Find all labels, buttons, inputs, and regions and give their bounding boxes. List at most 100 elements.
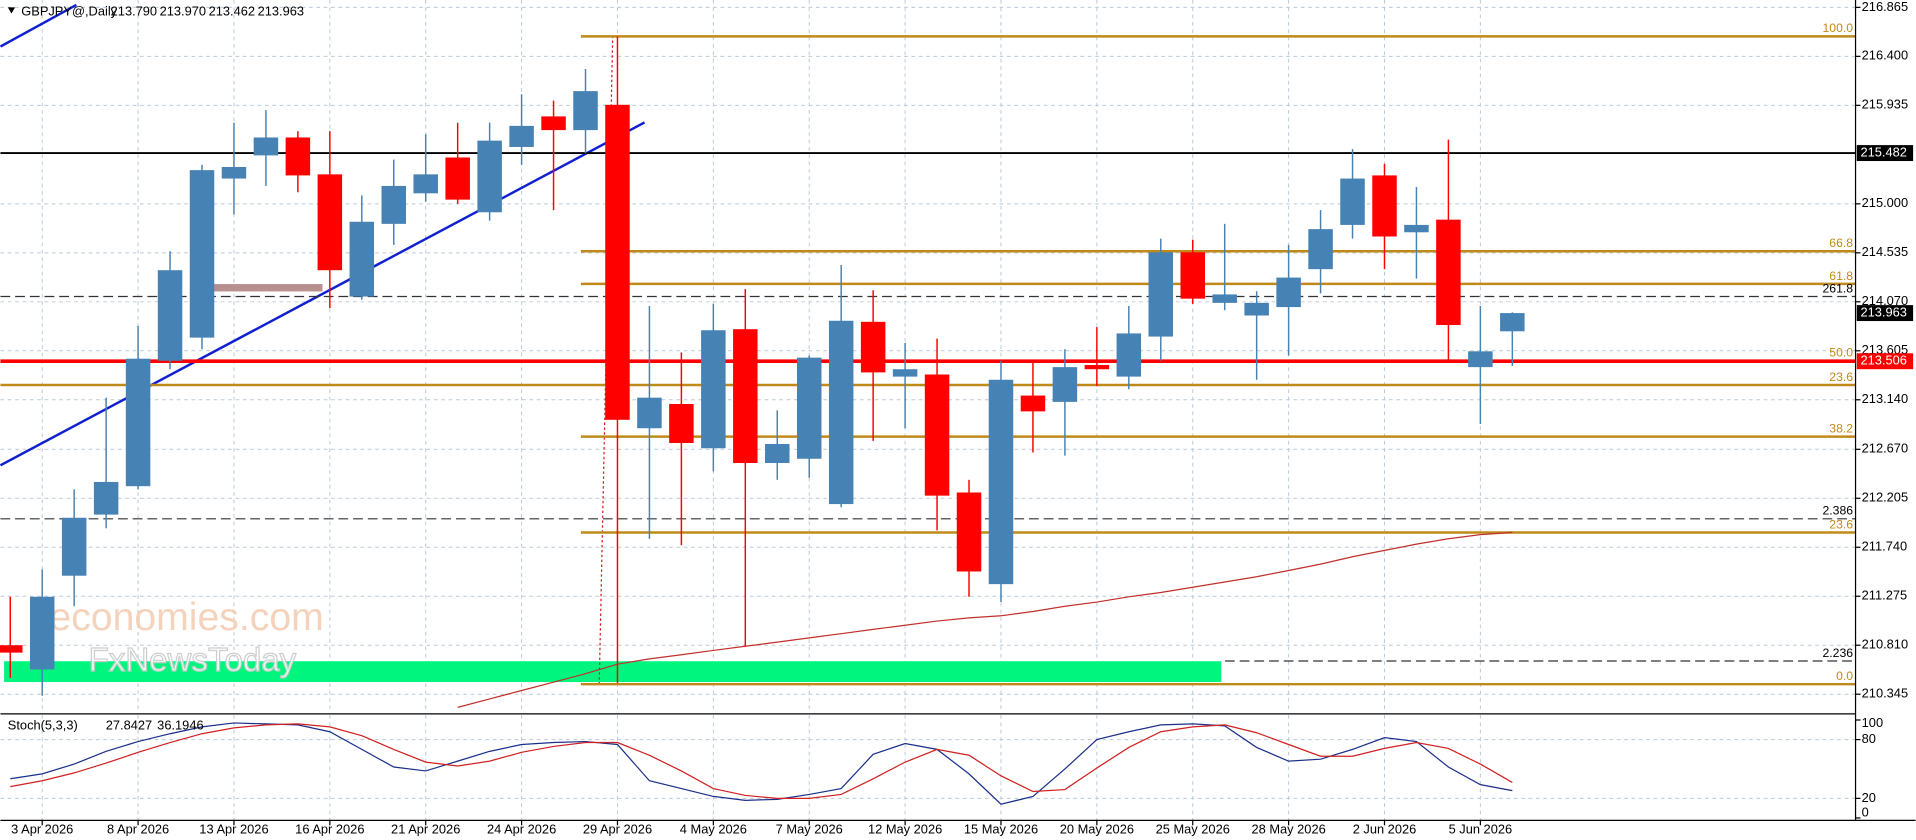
candle-body	[189, 170, 215, 338]
y-tick-label: 100	[1862, 715, 1883, 730]
candle-body	[860, 321, 886, 373]
fib-label: 66.8	[1829, 236, 1853, 250]
candle-body	[1116, 333, 1142, 377]
x-tick-label: 29 Apr 2026	[583, 822, 652, 837]
candle-body	[0, 645, 23, 653]
symbol-title: GBPJPY@,Daily	[21, 4, 117, 19]
y-tick-label: 214.535	[1862, 244, 1908, 259]
x-tick-label: 24 Apr 2026	[487, 822, 556, 837]
y-tick-label: 20	[1862, 790, 1876, 805]
candle-body	[413, 174, 438, 194]
y-tick-label: 216.400	[1862, 48, 1908, 63]
fib-label: 61.8	[1829, 269, 1853, 283]
candle-body	[573, 91, 598, 131]
candle-body	[349, 221, 375, 297]
x-tick-label: 3 Apr 2026	[11, 822, 73, 837]
candle-body	[669, 403, 694, 443]
y-tick-label: 216.865	[1862, 0, 1908, 14]
y-tick-label: 211.275	[1862, 588, 1907, 603]
candle-body	[605, 104, 630, 420]
extension-label: 2.386	[1822, 504, 1853, 518]
x-tick-label: 2 Jun 2026	[1353, 822, 1417, 837]
fib-label: 23.6	[1829, 517, 1853, 531]
price-box-label: 215.482	[1860, 144, 1906, 159]
ohlc-value: 213.790	[111, 4, 157, 19]
trendline	[0, 121, 646, 467]
candle-body	[93, 481, 119, 515]
candle-body	[765, 444, 790, 463]
candle-body	[733, 329, 758, 463]
menu-arrow	[7, 7, 16, 14]
candle-body	[29, 596, 55, 670]
price-box	[1856, 305, 1914, 322]
candle-body	[381, 185, 406, 224]
y-tick-label: 211.740	[1862, 539, 1907, 554]
price-box	[1856, 353, 1914, 370]
indicator-title: Stoch(5,3,3)	[8, 718, 78, 733]
candle-body	[796, 357, 822, 459]
fib-label: 23.6	[1829, 370, 1853, 384]
candle-body	[1372, 175, 1397, 237]
indicator-value: 36.1946	[157, 718, 203, 733]
x-tick-label: 4 May 2026	[680, 822, 747, 837]
y-tick-label: 210.810	[1862, 637, 1908, 652]
fib-label: 0.0	[1836, 669, 1853, 683]
candle-body	[1020, 395, 1046, 412]
extension-label: 2.236	[1822, 646, 1853, 660]
stoch-line	[10, 722, 1513, 805]
x-tick-label: 16 Apr 2026	[295, 822, 364, 837]
candle-body	[956, 492, 982, 572]
range-bar	[208, 284, 323, 292]
ohlc-value: 213.462	[209, 4, 255, 19]
x-tick-label: 13 Apr 2026	[199, 822, 268, 837]
candle-body	[988, 379, 1014, 585]
candle-body	[1500, 313, 1525, 332]
price-box-label: 213.963	[1860, 304, 1906, 319]
candle-body	[1436, 219, 1461, 325]
price-box	[1856, 145, 1914, 162]
ohlc-value: 213.963	[258, 4, 304, 19]
y-tick-label: 215.000	[1862, 195, 1908, 210]
moving-average	[457, 531, 1513, 708]
candle-body	[828, 320, 854, 505]
stoch-line	[10, 723, 1513, 799]
candle-body	[445, 157, 470, 200]
trendline	[0, 3, 77, 48]
watermark: economies.com	[49, 596, 323, 639]
candle-body	[1052, 367, 1078, 402]
x-tick-label: 7 May 2026	[776, 822, 843, 837]
candle-body	[157, 270, 183, 361]
x-tick-label: 15 May 2026	[964, 822, 1038, 837]
y-tick-label: 80	[1862, 731, 1876, 746]
candle-body	[509, 125, 534, 147]
x-tick-label: 25 May 2026	[1156, 822, 1230, 837]
y-tick-label: 210.345	[1862, 686, 1908, 701]
candle-body	[637, 397, 662, 429]
grid	[0, 0, 1856, 821]
extension-label: 261.8	[1822, 281, 1853, 295]
candle-body	[125, 358, 151, 487]
y-tick-label: 214.070	[1862, 293, 1908, 308]
candle-body	[317, 174, 343, 271]
x-tick-label: 5 Jun 2026	[1449, 822, 1513, 837]
x-tick-label: 12 May 2026	[868, 822, 942, 837]
x-tick-label: 8 Apr 2026	[107, 822, 169, 837]
y-tick-label: 212.670	[1862, 441, 1908, 456]
candle-body	[61, 517, 87, 576]
candle-body	[1180, 252, 1205, 299]
price-box-label: 213.506	[1860, 353, 1906, 368]
candle-body	[1244, 302, 1269, 316]
support-zone	[4, 661, 1222, 683]
candle-body	[221, 166, 247, 179]
candle-body	[285, 137, 311, 176]
candle-body	[924, 374, 950, 496]
candle-body	[701, 330, 726, 449]
fib-label: 38.2	[1829, 422, 1853, 436]
candle-body	[1308, 229, 1333, 270]
candle-body	[892, 369, 918, 377]
y-tick-label: 215.935	[1862, 97, 1908, 112]
x-tick-label: 28 May 2026	[1251, 822, 1325, 837]
